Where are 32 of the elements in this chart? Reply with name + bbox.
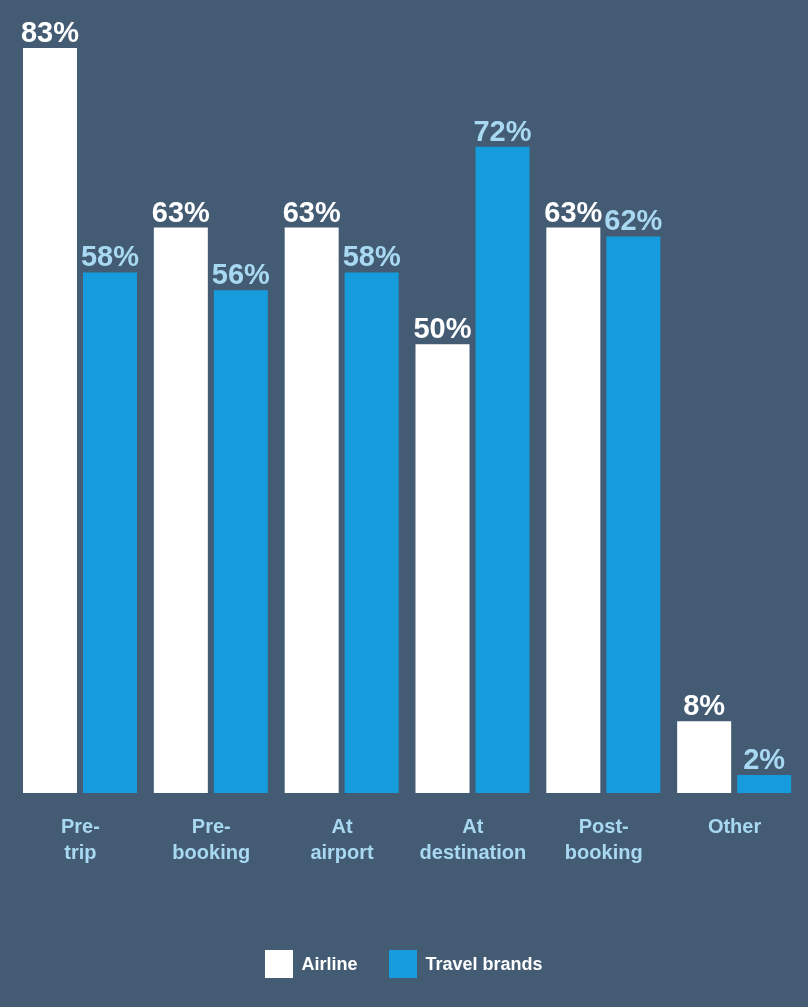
x-tick-label: Pre-booking xyxy=(172,815,251,863)
data-label: 63% xyxy=(151,195,211,228)
bar xyxy=(546,227,601,793)
x-tick-label: At destination xyxy=(419,815,527,863)
data-label: 2% xyxy=(743,743,786,776)
data-label: 50% xyxy=(413,312,472,345)
bar xyxy=(344,272,399,793)
bar xyxy=(737,775,792,793)
bar xyxy=(284,227,339,793)
legend-label: Airline xyxy=(301,954,358,974)
bar xyxy=(475,146,530,793)
bar xyxy=(415,344,470,793)
bar xyxy=(606,236,661,793)
x-tick-label: At airport xyxy=(310,815,375,863)
x-tick-label: Post-booking xyxy=(564,815,643,863)
data-label: 8% xyxy=(683,689,726,722)
bar xyxy=(23,48,77,793)
data-label: 56% xyxy=(211,258,271,291)
data-label: 63% xyxy=(544,195,603,228)
x-tick-label: Pre-trip xyxy=(60,815,100,863)
bar xyxy=(83,272,137,793)
data-label: 58% xyxy=(342,240,401,273)
legend-label: Travel brands xyxy=(425,954,543,974)
data-label: 72% xyxy=(473,114,532,147)
data-label: 83% xyxy=(20,16,80,48)
bar xyxy=(153,227,208,793)
bar xyxy=(677,721,732,793)
data-label: 62% xyxy=(604,204,663,237)
data-label: 63% xyxy=(282,195,341,228)
data-label: 58% xyxy=(80,240,140,273)
bar xyxy=(213,290,268,793)
x-tick-label: Other xyxy=(707,815,762,837)
